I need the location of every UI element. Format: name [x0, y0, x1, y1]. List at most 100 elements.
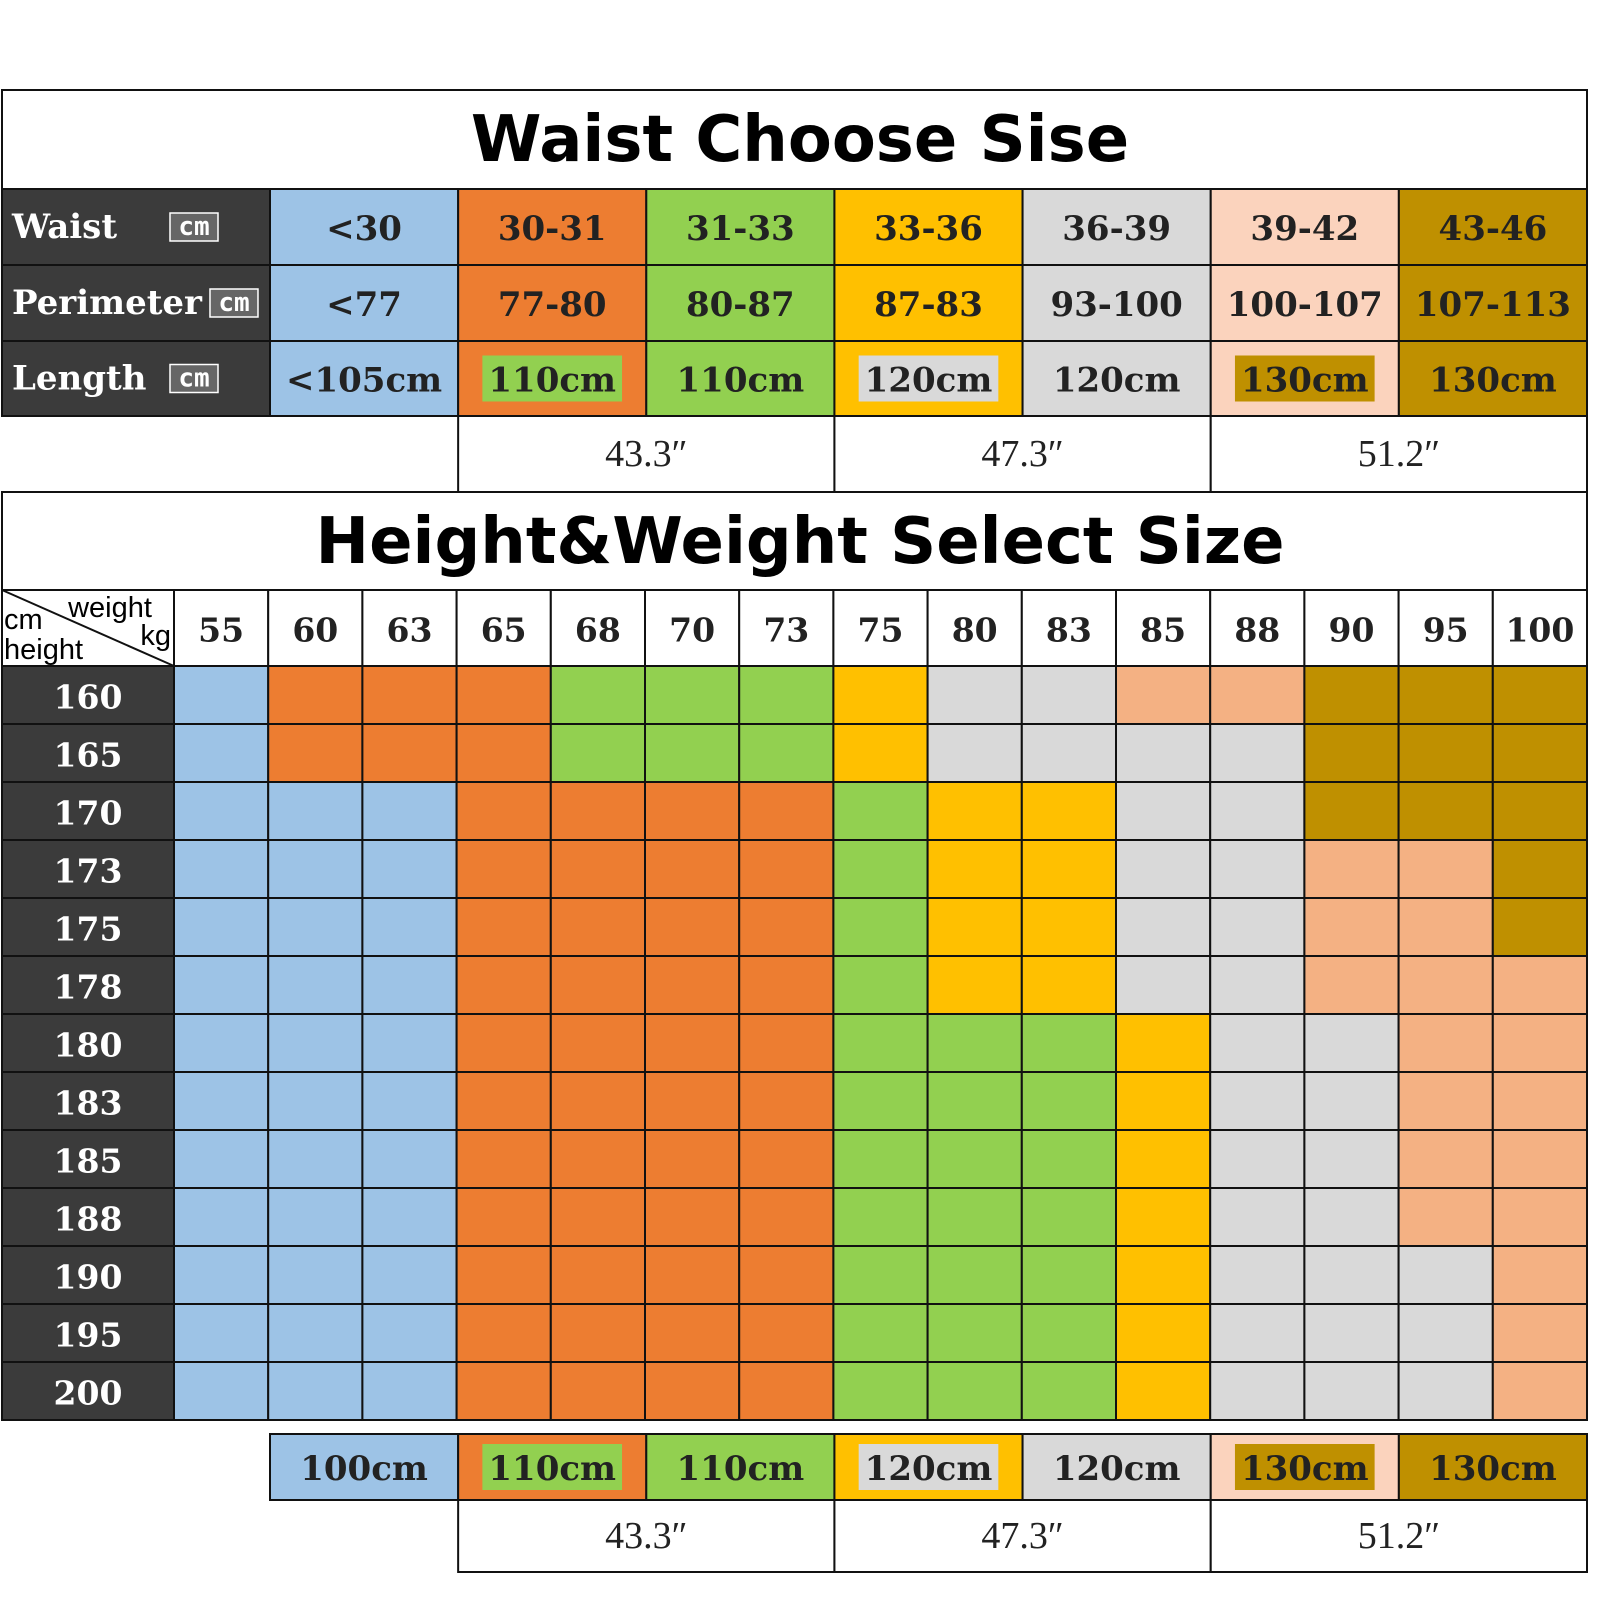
grid-cell [549, 955, 646, 1015]
grid-cell [1020, 1071, 1117, 1131]
grid-cell [1397, 723, 1494, 783]
corner-label: cm [4, 604, 43, 636]
grid-cell [549, 781, 646, 841]
length-value: 110cm [488, 361, 616, 401]
grid-cell [1020, 1013, 1117, 1073]
grid-cell [1209, 1187, 1306, 1247]
unit-box [209, 288, 259, 318]
grid-cell [1397, 839, 1494, 899]
grid-cell [1491, 1303, 1589, 1363]
weight-label: 70 [669, 611, 715, 650]
grid-cell [1209, 839, 1306, 899]
grid-cell [1303, 1245, 1400, 1305]
grid-cell [549, 665, 646, 725]
grid-cell [1209, 665, 1306, 725]
inch-cell [833, 1499, 1212, 1573]
grid-cell [1303, 1013, 1400, 1073]
length-highlight [858, 1444, 999, 1490]
grid-cell [1020, 955, 1117, 1015]
grid-cell [1115, 1187, 1212, 1247]
height-header [1, 1361, 175, 1421]
height-header [1, 723, 175, 783]
height-header [1, 897, 175, 957]
grid-cell [1115, 1245, 1212, 1305]
grid-cell [1491, 723, 1589, 783]
weight-header [644, 589, 741, 667]
grid-cell [644, 1071, 741, 1131]
grid-cell [926, 1303, 1023, 1363]
grid-cell [1020, 1187, 1117, 1247]
grid-cell [1491, 1187, 1589, 1247]
grid-cell [1115, 781, 1212, 841]
grid-cell [1115, 723, 1212, 783]
weight-label: 55 [198, 611, 244, 650]
grid-cell [455, 839, 552, 899]
length-cell [645, 340, 836, 417]
weight-label: 83 [1046, 611, 1092, 650]
height-header [1, 839, 175, 899]
length-value: 120cm [865, 361, 993, 401]
grid-cell [832, 955, 929, 1015]
unit-box [169, 212, 219, 242]
length-cell [1397, 1433, 1589, 1501]
grid-cell [1303, 1361, 1400, 1421]
grid-cell [173, 955, 270, 1015]
grid-cell [173, 1129, 270, 1189]
size-value: 107-113 [1415, 285, 1571, 325]
grid-cell [1303, 897, 1400, 957]
grid-cell [926, 723, 1023, 783]
size-value: 31-33 [686, 209, 795, 249]
weight-label: 63 [387, 611, 433, 650]
weight-label: 75 [858, 611, 904, 650]
size-cell [1397, 264, 1589, 342]
grid-cell [173, 781, 270, 841]
weight-label: 60 [292, 611, 338, 650]
grid-cell [361, 1071, 458, 1131]
grid-cell [1397, 1361, 1494, 1421]
grid-cell [267, 1303, 364, 1363]
inch-cell [457, 1499, 836, 1573]
length-highlight [1234, 355, 1375, 402]
size-value: 93-100 [1050, 285, 1182, 325]
grid-cell [1020, 1303, 1117, 1363]
grid-cell [1397, 781, 1494, 841]
grid-cell [361, 955, 458, 1015]
grid-cell [455, 1245, 552, 1305]
size-cell [1209, 188, 1400, 266]
grid-cell [1020, 897, 1117, 957]
row-label: Waist [11, 207, 117, 247]
inch-value: 51.2″ [1358, 433, 1440, 475]
grid-cell [738, 839, 835, 899]
grid-cell [173, 1303, 270, 1363]
grid-cell [173, 665, 270, 725]
grid-cell [361, 839, 458, 899]
grid-cell [267, 1187, 364, 1247]
grid-cell [644, 897, 741, 957]
grid-cell [644, 723, 741, 783]
grid-cell [832, 665, 929, 725]
length-value: 110cm [677, 1449, 805, 1489]
length-value: 120cm [1053, 1449, 1181, 1489]
grid-title: Height&Weight Select Size [316, 505, 1285, 579]
height-label: 173 [54, 852, 123, 891]
height-label: 190 [54, 1258, 123, 1297]
grid-cell [738, 1245, 835, 1305]
height-header [1, 1071, 175, 1131]
length-value: 100cm [300, 1449, 428, 1489]
grid-cell [455, 897, 552, 957]
grid-cell [1303, 955, 1400, 1015]
grid-cell [549, 1129, 646, 1189]
grid-cell [267, 1071, 364, 1131]
grid-cell [361, 1187, 458, 1247]
grid-cell [1303, 1129, 1400, 1189]
size-value: 36-39 [1062, 209, 1171, 249]
weight-header [1020, 589, 1117, 667]
size-value: 100-107 [1227, 285, 1383, 325]
grid-cell [1303, 781, 1400, 841]
grid-cell [1115, 1303, 1212, 1363]
grid-cell [926, 1187, 1023, 1247]
grid-cell [173, 839, 270, 899]
corner-label: height [4, 634, 83, 666]
grid-cell [1209, 1071, 1306, 1131]
unit-box [169, 363, 219, 394]
